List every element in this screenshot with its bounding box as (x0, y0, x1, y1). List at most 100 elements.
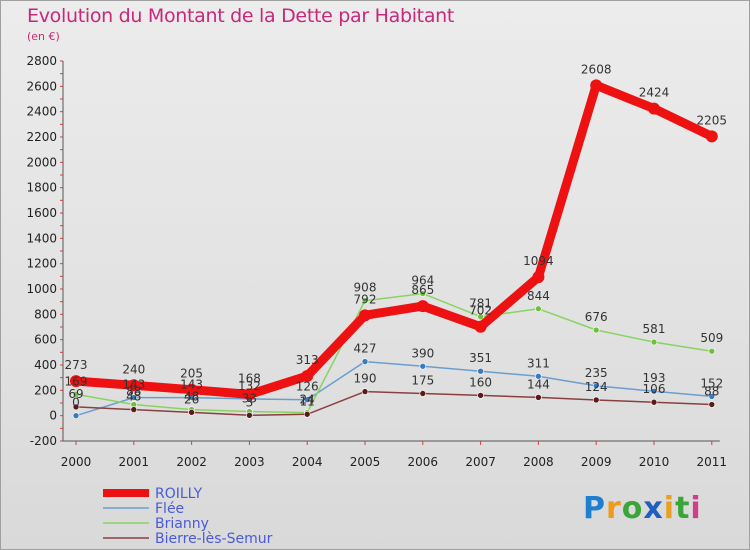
x-tick-label: 2009 (581, 455, 612, 469)
x-tick-label: 2007 (465, 455, 496, 469)
data-point (72, 390, 80, 398)
y-tick-label: 2800 (26, 54, 57, 68)
data-label: 792 (354, 292, 377, 306)
series-line-brianny (75, 292, 713, 414)
data-point (243, 388, 256, 401)
data-point (127, 379, 140, 392)
data-label: 2205 (697, 113, 728, 127)
legend-label: ROILLY (155, 486, 203, 502)
data-label: 273 (65, 358, 88, 372)
data-point (708, 401, 716, 408)
x-tick-label: 2002 (176, 455, 207, 469)
y-tick-label: 2200 (26, 130, 57, 144)
logo-letter: P (583, 491, 606, 526)
data-label: 168 (238, 371, 261, 385)
data-point (648, 102, 660, 115)
data-point (361, 358, 369, 365)
series-line-fl-e (75, 360, 713, 417)
y-tick-label: 600 (34, 333, 57, 347)
data-point (650, 387, 658, 395)
y-tick-label: 1400 (26, 231, 57, 245)
data-point (705, 130, 718, 143)
series-line-bierre-l-s-semur (75, 390, 713, 417)
x-tick-label: 2006 (408, 455, 439, 469)
data-label: 676 (585, 310, 608, 324)
data-point (477, 392, 484, 399)
data-point (301, 370, 314, 383)
y-tick-label: 1800 (26, 181, 57, 195)
data-label: 581 (643, 322, 666, 336)
data-label: 1094 (523, 254, 554, 268)
data-label: 865 (411, 283, 434, 297)
x-tick-label: 2005 (350, 455, 381, 469)
data-point (361, 388, 369, 395)
data-label: 702 (469, 304, 492, 318)
logo-letter: i (663, 491, 676, 526)
y-tick-label: 800 (34, 307, 57, 321)
data-point (359, 309, 371, 322)
data-label: 33 (242, 391, 257, 405)
data-label: 132 (238, 379, 261, 393)
y-tick-label: 2400 (26, 105, 57, 119)
y-tick-label: 1600 (26, 206, 57, 220)
data-label: 235 (585, 366, 608, 380)
chart-title: Evolution du Montant de la Dette par Hab… (27, 5, 455, 27)
data-point (592, 326, 600, 334)
data-point (185, 383, 198, 396)
data-point (130, 394, 138, 401)
data-label: 24 (300, 393, 315, 407)
data-label: 964 (411, 274, 434, 288)
y-tick-label: 0 (49, 409, 57, 423)
x-tick-label: 2001 (119, 455, 150, 469)
data-label: 124 (585, 380, 608, 394)
data-label: 126 (296, 380, 319, 394)
data-point (535, 372, 542, 380)
data-point (303, 396, 311, 404)
axes (60, 60, 720, 442)
data-label: 175 (411, 374, 434, 388)
data-point (419, 390, 427, 397)
data-point (535, 305, 542, 313)
data-label: 240 (122, 362, 145, 376)
data-label: 205 (180, 367, 203, 381)
logo-letter: x (643, 491, 664, 526)
data-label: 169 (65, 374, 88, 388)
data-point (419, 362, 427, 370)
data-label: 427 (354, 342, 377, 356)
x-axis-ticks: 2000 2001 2002 2003 2004 2005 2006 2007 2008 2009… (61, 441, 727, 469)
data-point (535, 394, 542, 401)
data-point (477, 313, 484, 321)
data-label: 26 (184, 392, 199, 406)
y-tick-label: -200 (30, 434, 57, 448)
data-point (188, 409, 195, 416)
data-label: 152 (700, 376, 723, 390)
data-label: 3 (246, 395, 254, 409)
data-point (130, 406, 138, 413)
y-tick-label: 2600 (26, 79, 57, 93)
data-label: 390 (411, 346, 434, 360)
proxiti-logo: Proxiti (583, 491, 702, 526)
data-point (532, 271, 545, 284)
data-point (592, 396, 600, 404)
data-label: 781 (469, 297, 492, 311)
data-label: 144 (527, 377, 550, 391)
data-label: 313 (296, 353, 319, 367)
data-point (70, 375, 82, 388)
data-label: 11 (300, 394, 315, 408)
legend-label: Bierre-lès-Semur (155, 531, 273, 547)
data-label: 908 (354, 281, 377, 295)
x-tick-label: 2000 (61, 455, 92, 469)
series-line-roilly (71, 80, 717, 399)
data-point (477, 367, 484, 375)
data-point (708, 347, 716, 355)
series-layer (70, 79, 718, 419)
x-tick-label: 2011 (697, 455, 728, 469)
data-point (246, 411, 253, 419)
data-point (72, 403, 80, 411)
legend-label: Flée (155, 501, 184, 517)
data-label: 48 (184, 390, 199, 404)
